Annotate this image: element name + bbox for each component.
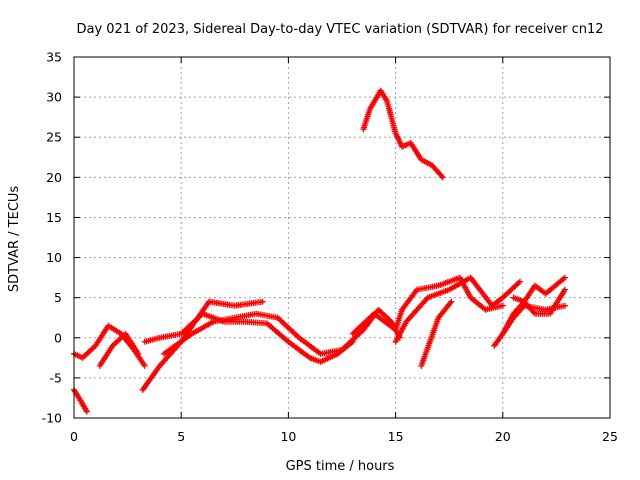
x-tick-label: 15 xyxy=(388,429,404,444)
data-point xyxy=(561,302,568,309)
x-tick-label: 20 xyxy=(495,429,511,444)
y-tick-label: 0 xyxy=(54,330,62,345)
data-series xyxy=(96,330,142,369)
y-tick-label: 15 xyxy=(46,210,62,225)
data-point xyxy=(516,278,523,285)
data-points xyxy=(71,87,568,415)
data-point xyxy=(499,302,506,309)
plot-frame xyxy=(73,56,611,419)
y-tick-label: 5 xyxy=(54,290,62,305)
data-point xyxy=(530,309,537,316)
x-tick-label: 0 xyxy=(70,429,78,444)
y-tick-label: 25 xyxy=(46,130,62,145)
data-point xyxy=(561,274,568,281)
chart-title: Day 021 of 2023, Sidereal Day-to-day VTE… xyxy=(76,22,603,37)
x-tick-label: 25 xyxy=(602,429,618,444)
data-point xyxy=(438,172,445,179)
x-tick-label: 5 xyxy=(177,429,185,444)
data-point xyxy=(259,298,266,305)
data-series xyxy=(349,274,506,337)
y-tick-label: 30 xyxy=(46,90,62,105)
data-point xyxy=(561,286,568,293)
data-point xyxy=(448,298,455,305)
data-series xyxy=(418,298,455,369)
data-point xyxy=(439,174,446,181)
axis-ticks: 0 5 10 15 20 25 -10 -5 0 5 10 15 20 25 30 35 xyxy=(42,50,618,445)
y-axis-label: SDTVAR / TECUs xyxy=(7,186,22,293)
data-series xyxy=(141,310,356,365)
data-series xyxy=(392,274,523,345)
data-series xyxy=(360,87,446,181)
y-tick-label: 10 xyxy=(46,250,62,265)
data-series xyxy=(510,286,568,317)
x-tick-label: 10 xyxy=(280,429,296,444)
y-tick-label: 20 xyxy=(46,170,62,185)
data-point xyxy=(520,304,527,311)
y-tick-label: -10 xyxy=(42,411,62,426)
data-point xyxy=(83,408,90,415)
x-axis-label: GPS time / hours xyxy=(286,459,395,474)
y-tick-label: -5 xyxy=(50,370,62,385)
data-point xyxy=(135,350,142,357)
data-point xyxy=(141,362,148,369)
y-tick-label: 35 xyxy=(46,50,62,65)
